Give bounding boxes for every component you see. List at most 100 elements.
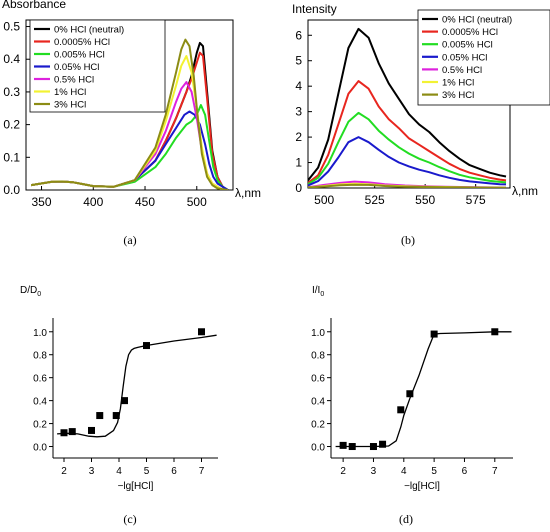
x-tick-label: 3 [89,466,95,477]
legend-label-0: 0% HCl (neutral) [54,25,124,36]
data-point [60,429,68,437]
data-point [96,412,104,420]
x-tick-label: 2 [340,466,346,477]
y-tick-label: 0.4 [311,397,325,408]
y-tick-label: 1 [295,156,302,170]
series-line-1 [308,80,507,184]
panel-b: 500 525 550 575 0 1 2 3 4 5 6 Intensity λ,nm 0% HCl (… [292,2,550,207]
series-lines [31,38,229,190]
data-point [379,440,387,448]
fit-curve [335,331,512,448]
caption-d: (d) [399,512,413,526]
y-axis-label-sub: 0 [37,291,41,298]
x-tick-label: 575 [466,193,486,207]
x-axis-label: −lg[HCl] [404,481,440,492]
legend-label-2: 0.005% HCl [442,40,493,51]
y-tick-label: 0.5 [3,20,20,34]
legend-label-3: 0.05% HCl [54,62,99,73]
legend-label-5: 1% HCl [54,87,86,98]
y-axis-label: D/D0 [20,285,41,298]
y-tick-label: 5 [295,54,302,68]
legend-label-3: 0.05% HCl [442,52,487,63]
x-tick-label: 6 [462,466,468,477]
legend-label-4: 0.5% HCl [442,65,482,76]
legend-label-1: 0.0005% HCl [54,37,110,48]
y-tick-label: 6 [295,28,302,42]
y-tick-label: 0.6 [311,374,325,385]
data-point [348,443,356,451]
data-point [198,328,205,336]
caption-b: (b) [401,233,415,247]
y-tick-label: 0.8 [311,351,325,362]
legend-label-2: 0.005% HCl [54,50,105,61]
data-point [339,441,347,449]
legend-label-5: 1% HCl [442,78,474,89]
x-tick-label: 2 [61,466,67,477]
panel-a: 350 400 450 500 0.0 0.1 0.2 0.3 0.4 0.5 Absorbance… [2,0,261,209]
x-tick-label: 500 [314,193,334,207]
x-axis-label: λ,nm [512,184,538,198]
legend: 0% HCl (neutral)0.0005% HCl 0.005% HCl0.0… [29,19,166,113]
series-line-6 [31,38,228,190]
x-axis-label: −lg[HCl] [118,481,154,492]
legend-label-1: 0.0005% HCl [442,27,498,38]
data-point [121,397,128,405]
y-tick-label: 4 [295,79,302,93]
series-lines [308,27,507,188]
y-tick-label: 2 [295,130,302,144]
y-tick-label: 0.2 [33,420,47,431]
data-point [406,390,414,398]
x-axis-label: λ,nm [235,186,261,200]
x-tick-label: 500 [187,195,207,209]
x-tick-label: 5 [431,466,437,477]
data-point [143,342,150,350]
x-tick-label: 350 [32,195,52,209]
y-tick-label: 0.2 [3,118,20,132]
series-line-2 [308,111,507,186]
y-tick-label: 0.2 [311,420,325,431]
y-tick-label: 1.0 [33,328,47,339]
legend: 0% HCl (neutral)0.0005% HCl 0.005% HCl0.0… [417,9,550,106]
data-point [397,406,405,414]
y-tick-label: 0.3 [3,85,20,99]
x-tick-label: 550 [415,193,435,207]
legend-box [417,9,550,106]
x-tick-label: 6 [171,466,177,477]
series-line-0 [308,27,507,182]
y-axis-label: Absorbance [2,0,66,11]
y-axis-label: Intensity [292,2,337,16]
y-axis-label-sub: 0 [320,291,324,298]
legend-label-6: 3% HCl [442,90,474,101]
y-tick-label: 0.8 [33,351,47,362]
y-tick-label: 0.0 [33,443,47,454]
x-tick-label: 3 [371,466,377,477]
y-tick-label: 3 [295,105,302,119]
x-tick-label: 7 [492,466,498,477]
y-tick-label: 0.0 [3,183,20,197]
data-point [68,428,76,436]
caption-a: (a) [123,233,136,247]
y-tick-label: 0 [295,181,302,195]
x-tick-label: 5 [144,466,150,477]
x-tick-label: 525 [365,193,385,207]
x-tick-label: 450 [135,195,155,209]
data-point [112,412,120,420]
panel-c: 2 3 4 5 6 7 0.0 0.2 0.4 0.6 0.8 1.0 D/D0 −lg[HCl] [20,285,218,492]
y-tick-label: 1.0 [311,328,325,339]
y-tick-label: 0.1 [3,150,20,164]
series-line-3 [308,136,507,187]
x-tick-label: 400 [83,195,103,209]
data-point [88,426,95,434]
x-tick-label: 7 [199,466,205,477]
x-tick-label: 4 [116,466,122,477]
legend-label-0: 0% HCl (neutral) [442,15,512,26]
data-point [491,328,499,336]
series-line-6 [308,183,507,188]
fit-curve [57,334,217,438]
y-tick-label: 0.4 [3,52,20,66]
data-point [369,443,377,451]
y-axis-label: I/I0 [312,285,324,298]
panel-d: 2 3 4 5 6 7 0.0 0.2 0.4 0.6 0.8 1.0 I/I0 −lg[HCl] [311,285,513,492]
y-tick-label: 0.6 [33,374,47,385]
data-point [430,330,438,338]
